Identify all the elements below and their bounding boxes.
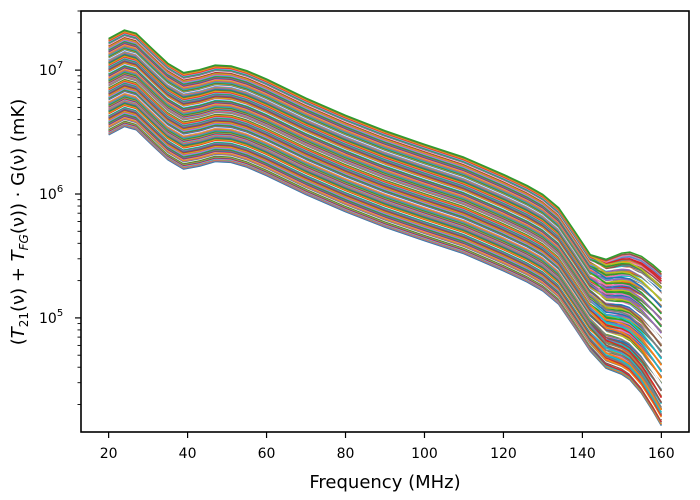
x-axis-label: Frequency (MHz) — [309, 472, 460, 493]
x-tick-label: 20 — [100, 446, 118, 462]
y-tick-label: 106 — [39, 184, 63, 203]
series-layer — [108, 29, 663, 427]
y-axis-label: (T21(ν) + TFG(ν)) · G(ν) (mK) — [8, 99, 31, 346]
x-tick-label: 120 — [490, 446, 517, 462]
x-tick-label: 100 — [411, 446, 438, 462]
y-tick-label: 107 — [39, 60, 63, 79]
x-tick-label: 40 — [179, 446, 197, 462]
x-tick-label: 160 — [648, 446, 675, 462]
series-line — [108, 29, 662, 273]
y-axis: 105 106 107 — [39, 10, 81, 405]
x-tick-label: 60 — [258, 446, 276, 462]
y-tick-label: 105 — [39, 308, 63, 327]
x-tick-label: 80 — [337, 446, 355, 462]
x-tick-label: 140 — [569, 446, 596, 462]
x-axis: 20 40 60 80 100 120 140 160 — [100, 432, 675, 462]
